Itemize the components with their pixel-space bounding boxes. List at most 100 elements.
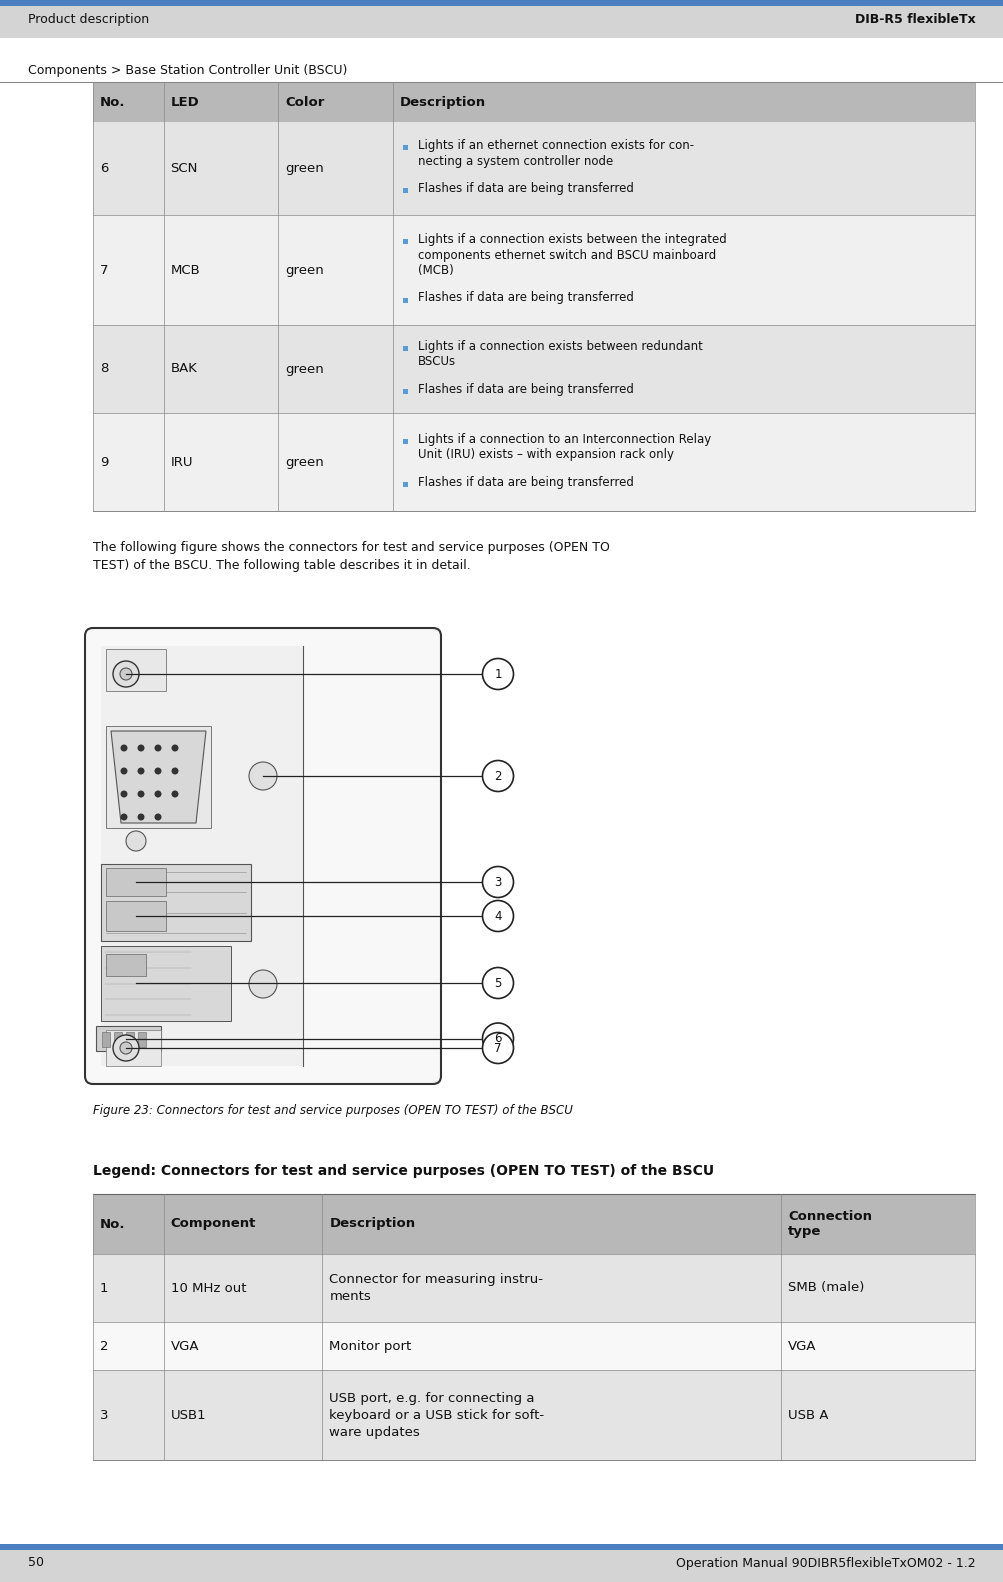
- Circle shape: [137, 745, 144, 751]
- Text: Unit (IRU) exists – with expansion rack only: Unit (IRU) exists – with expansion rack …: [417, 448, 673, 462]
- Text: 10 MHz out: 10 MHz out: [171, 1281, 246, 1294]
- Circle shape: [120, 745, 127, 751]
- Text: Connection
type: Connection type: [787, 1210, 871, 1239]
- Text: Lights if an ethernet connection exists for con-: Lights if an ethernet connection exists …: [417, 139, 693, 152]
- Circle shape: [120, 767, 127, 775]
- Bar: [106, 954, 145, 976]
- Bar: [0, 1544, 1003, 1550]
- Circle shape: [482, 761, 513, 791]
- Text: Flashes if data are being transferred: Flashes if data are being transferred: [417, 476, 633, 489]
- Text: 4: 4: [493, 910, 502, 922]
- Circle shape: [154, 813, 161, 821]
- Bar: [106, 902, 165, 930]
- Bar: [101, 946, 231, 1020]
- Text: Lights if a connection to an Interconnection Relay: Lights if a connection to an Interconnec…: [417, 433, 710, 446]
- Bar: [114, 1031, 122, 1047]
- Text: Lights if a connection exists between the integrated: Lights if a connection exists between th…: [417, 233, 726, 245]
- Text: DIB-R5 flexibleTx: DIB-R5 flexibleTx: [855, 13, 975, 25]
- Text: green: green: [285, 161, 324, 176]
- Text: No.: No.: [100, 1218, 125, 1231]
- Text: BSCUs: BSCUs: [417, 356, 455, 369]
- Bar: [0, 0, 1003, 6]
- Text: Description: Description: [399, 95, 485, 109]
- Text: SMB (male): SMB (male): [787, 1281, 864, 1294]
- Bar: [101, 864, 251, 941]
- Circle shape: [172, 791, 179, 797]
- Circle shape: [120, 668, 131, 680]
- Circle shape: [482, 900, 513, 932]
- Circle shape: [482, 1024, 513, 1054]
- Bar: [93, 1370, 974, 1460]
- Text: Legend: Connectors for test and service purposes (OPEN TO TEST) of the BSCU: Legend: Connectors for test and service …: [93, 1164, 713, 1179]
- Text: 50: 50: [28, 1557, 44, 1569]
- Bar: [402, 297, 407, 302]
- Bar: [137, 1031, 145, 1047]
- Circle shape: [154, 745, 161, 751]
- Text: 5: 5: [493, 976, 502, 989]
- Text: VGA: VGA: [171, 1340, 199, 1353]
- Bar: [402, 239, 407, 244]
- Text: IRU: IRU: [171, 456, 193, 468]
- Bar: [402, 188, 407, 193]
- Circle shape: [249, 763, 277, 789]
- Text: Connector for measuring instru-
ments: Connector for measuring instru- ments: [329, 1274, 543, 1304]
- Bar: [101, 645, 303, 1066]
- Circle shape: [154, 767, 161, 775]
- Text: VGA: VGA: [787, 1340, 815, 1353]
- Text: USB port, e.g. for connecting a
keyboard or a USB stick for soft-
ware updates: USB port, e.g. for connecting a keyboard…: [329, 1392, 544, 1438]
- Text: Components > Base Station Controller Unit (BSCU): Components > Base Station Controller Uni…: [28, 63, 347, 76]
- Text: 9: 9: [100, 456, 108, 468]
- Text: 2: 2: [493, 769, 502, 783]
- Circle shape: [137, 791, 144, 797]
- Bar: [402, 146, 407, 150]
- Text: Figure 23: Connectors for test and service purposes (OPEN TO TEST) of the BSCU: Figure 23: Connectors for test and servi…: [93, 1104, 573, 1117]
- Bar: [402, 346, 407, 351]
- Text: 2: 2: [100, 1340, 108, 1353]
- Text: 8: 8: [100, 362, 108, 375]
- Bar: [106, 869, 165, 895]
- Bar: [125, 1031, 133, 1047]
- Circle shape: [120, 791, 127, 797]
- Bar: [93, 215, 974, 324]
- Text: Flashes if data are being transferred: Flashes if data are being transferred: [417, 291, 633, 304]
- Circle shape: [482, 867, 513, 897]
- Circle shape: [120, 1043, 131, 1054]
- Text: green: green: [285, 362, 324, 375]
- Bar: [402, 389, 407, 394]
- Circle shape: [172, 767, 179, 775]
- Text: No.: No.: [100, 95, 125, 109]
- Bar: [93, 324, 974, 413]
- Bar: [0, 0, 1003, 38]
- Text: 3: 3: [493, 875, 502, 889]
- Text: necting a system controller node: necting a system controller node: [417, 155, 613, 168]
- Bar: [402, 483, 407, 487]
- Circle shape: [482, 658, 513, 690]
- Text: Flashes if data are being transferred: Flashes if data are being transferred: [417, 182, 633, 195]
- Bar: [106, 726, 211, 827]
- Text: Description: Description: [329, 1218, 415, 1231]
- Bar: [93, 413, 974, 511]
- Text: green: green: [285, 264, 324, 277]
- Text: 6: 6: [493, 1031, 502, 1046]
- Text: 6: 6: [100, 161, 108, 176]
- Bar: [93, 122, 974, 215]
- Bar: [0, 1544, 1003, 1582]
- Text: 1: 1: [493, 668, 502, 680]
- Circle shape: [172, 745, 179, 751]
- Text: The following figure shows the connectors for test and service purposes (OPEN TO: The following figure shows the connector…: [93, 541, 609, 573]
- Bar: [93, 1194, 974, 1255]
- Circle shape: [482, 968, 513, 998]
- Text: MCB: MCB: [171, 264, 201, 277]
- FancyBboxPatch shape: [85, 628, 440, 1084]
- Text: LED: LED: [171, 95, 200, 109]
- Circle shape: [154, 791, 161, 797]
- Circle shape: [137, 767, 144, 775]
- Circle shape: [120, 813, 127, 821]
- Text: Operation Manual 90DIBR5flexibleTxOM02 - 1.2: Operation Manual 90DIBR5flexibleTxOM02 -…: [676, 1557, 975, 1569]
- Text: Monitor port: Monitor port: [329, 1340, 411, 1353]
- Bar: [106, 649, 165, 691]
- Text: 7: 7: [493, 1041, 502, 1055]
- Text: USB A: USB A: [787, 1408, 827, 1422]
- Bar: [93, 1323, 974, 1370]
- Text: Color: Color: [285, 95, 324, 109]
